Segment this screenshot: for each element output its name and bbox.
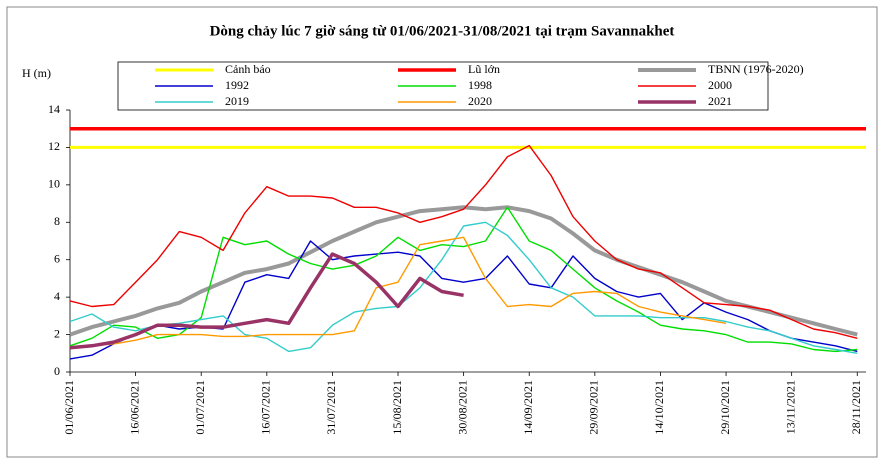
x-tick-label: 14/10/2021 <box>652 380 666 435</box>
series-line <box>69 252 464 350</box>
x-tick-label: 15/08/2021 <box>390 380 404 435</box>
x-tick-label: 13/11/2021 <box>783 380 797 434</box>
y-tick-label: 6 <box>54 251 60 265</box>
series-line <box>69 205 858 337</box>
y-tick-label: 4 <box>54 289 60 303</box>
chart-title: Dòng chảy lúc 7 giờ sáng từ 01/06/2021-3… <box>210 23 675 39</box>
y-tick-label: 0 <box>54 364 60 378</box>
series-line <box>69 206 858 353</box>
y-axis-label: H (m) <box>22 66 51 80</box>
y-tick-label: 8 <box>54 214 60 228</box>
series-line <box>69 221 858 354</box>
x-tick-label: 16/06/2021 <box>127 380 141 435</box>
legend-label: 2000 <box>708 78 732 92</box>
y-tick-label: 14 <box>48 102 60 116</box>
y-tick-label: 10 <box>48 177 60 191</box>
x-tick-label: 01/06/2021 <box>62 380 76 435</box>
x-tick-label: 28/11/2021 <box>849 380 863 434</box>
legend-label: Cảnh báo <box>225 62 271 76</box>
legend-label: 2019 <box>225 94 249 108</box>
legend-label: 2020 <box>468 94 492 108</box>
x-tick-label: 01/07/2021 <box>193 380 207 435</box>
x-tick-label: 31/07/2021 <box>324 380 338 435</box>
y-tick-label: 12 <box>48 139 60 153</box>
series-line <box>69 144 858 339</box>
legend-label: 1998 <box>468 78 492 92</box>
x-tick-label: 29/10/2021 <box>718 380 732 435</box>
legend-label: 1992 <box>225 78 249 92</box>
x-tick-label: 29/09/2021 <box>587 380 601 435</box>
legend-label: Lũ lớn <box>468 62 500 76</box>
legend-label: TBNN (1976-2020) <box>708 62 804 76</box>
series-line <box>69 236 727 349</box>
y-tick-label: 2 <box>54 326 60 340</box>
x-tick-label: 30/08/2021 <box>455 380 469 435</box>
legend-label: 2021 <box>708 94 732 108</box>
x-tick-label: 14/09/2021 <box>521 380 535 435</box>
x-tick-label: 16/07/2021 <box>259 380 273 435</box>
